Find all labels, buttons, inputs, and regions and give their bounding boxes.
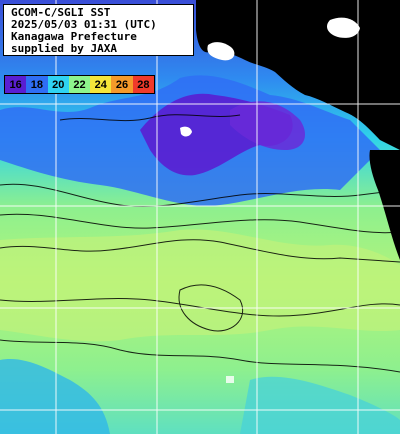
legend-swatch-22: 22 bbox=[68, 76, 91, 93]
legend-label: 26 bbox=[115, 78, 129, 91]
legend-swatch-20: 20 bbox=[47, 76, 69, 93]
legend-label: 24 bbox=[94, 78, 107, 91]
legend-label: 16 bbox=[9, 78, 22, 91]
legend-swatch-24: 24 bbox=[90, 76, 112, 93]
cloud-patches bbox=[180, 17, 360, 137]
isotherm-contours bbox=[0, 114, 400, 373]
title-box: GCOM-C/SGLI SST 2025/05/03 01:31 (UTC) K… bbox=[3, 4, 194, 56]
legend-swatch-26: 26 bbox=[111, 76, 133, 93]
legend-swatch-16: 16 bbox=[5, 76, 27, 93]
south-east-cool-patch bbox=[240, 376, 400, 434]
legend-label: 28 bbox=[137, 78, 150, 91]
legend-label: 22 bbox=[73, 78, 86, 91]
south-west-cool-patch bbox=[0, 359, 110, 434]
land-east-strip bbox=[369, 150, 400, 260]
legend-swatch-28: 28 bbox=[132, 76, 154, 93]
legend-label: 20 bbox=[52, 78, 65, 91]
small-island-marker bbox=[226, 376, 234, 383]
legend-label: 18 bbox=[30, 78, 44, 91]
title-line-3: Kanagawa Prefecture bbox=[11, 30, 137, 43]
title-line-1: GCOM-C/SGLI SST bbox=[11, 6, 111, 19]
temperature-legend: 16 18 20 22 24 26 28 bbox=[4, 75, 155, 94]
title-line-4: supplied by JAXA bbox=[11, 42, 117, 55]
legend-swatch-18: 18 bbox=[26, 76, 48, 93]
cool-water-east bbox=[230, 101, 305, 150]
title-line-2: 2025/05/03 01:31 (UTC) bbox=[11, 18, 157, 31]
